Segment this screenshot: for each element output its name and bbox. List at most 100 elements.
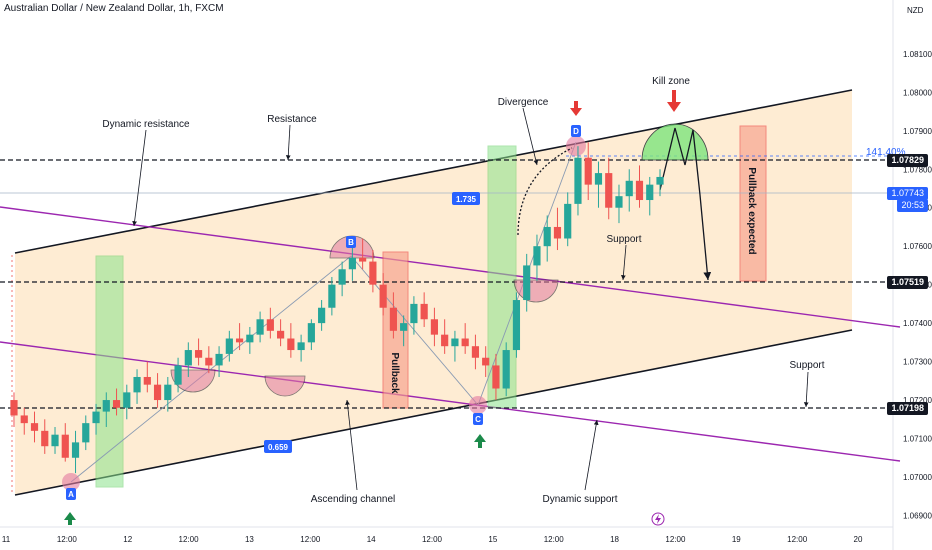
resistance-pointer bbox=[285, 124, 291, 161]
time-tick-label: 14 bbox=[367, 535, 376, 544]
arrow-down-d-icon bbox=[570, 101, 582, 116]
point-c-label: C bbox=[475, 415, 481, 424]
leg-ab-label: 0.659 bbox=[268, 443, 289, 452]
time-tick-label: 12:00 bbox=[787, 535, 808, 544]
price-tick-label: 1.08000 bbox=[903, 88, 932, 97]
divergence-label: Divergence bbox=[498, 97, 549, 108]
point-b-badge: B bbox=[346, 236, 356, 248]
candle-body bbox=[92, 411, 100, 424]
candle-body bbox=[153, 384, 162, 401]
time-tick-label: 20 bbox=[854, 535, 863, 544]
candle-body bbox=[410, 303, 418, 324]
price-tick-label: 1.06900 bbox=[903, 511, 932, 520]
point-a-badge: A bbox=[66, 488, 76, 500]
support-lower-price-tag: 1.07198 bbox=[887, 402, 928, 415]
candle-body bbox=[164, 384, 172, 401]
currency-label: NZD bbox=[907, 6, 924, 15]
channel-upper-line[interactable] bbox=[14, 89, 853, 254]
leg-bc-label: 1.735 bbox=[456, 195, 477, 204]
kill-zone-label: Kill zone bbox=[652, 76, 690, 87]
candle-body bbox=[420, 303, 428, 320]
candle-body bbox=[359, 257, 367, 262]
candle-body bbox=[389, 307, 397, 331]
candle-body bbox=[287, 338, 295, 351]
candle-body bbox=[348, 257, 356, 270]
time-tick-label: 12:00 bbox=[57, 535, 78, 544]
pullback-expected-label: Pullback expected bbox=[746, 167, 757, 254]
point-d-highlight bbox=[566, 136, 586, 156]
price-tick-label: 1.07100 bbox=[903, 435, 932, 444]
ascending-channel-label: Ascending channel bbox=[311, 494, 396, 505]
dynamic-support-line[interactable] bbox=[0, 341, 901, 462]
time-tick-label: 15 bbox=[488, 535, 497, 544]
candle-body bbox=[512, 300, 521, 351]
candle-body bbox=[441, 334, 449, 347]
candle-body bbox=[574, 157, 582, 204]
channel-lower-line[interactable] bbox=[14, 329, 853, 496]
candle-body bbox=[266, 319, 274, 331]
candle-body bbox=[123, 392, 131, 408]
arrow-up-a-icon bbox=[64, 512, 76, 525]
point-a-highlight bbox=[62, 473, 80, 491]
divergence-curve bbox=[517, 147, 573, 236]
candle-body bbox=[635, 180, 644, 201]
candle-body bbox=[533, 246, 541, 266]
dynamic-support-label: Dynamic support bbox=[542, 494, 617, 505]
resistance-label: Resistance bbox=[267, 114, 317, 125]
candle-body bbox=[61, 434, 69, 458]
price-tick-label: 1.07600 bbox=[903, 242, 932, 251]
candle-body bbox=[584, 157, 592, 185]
candle-body bbox=[30, 423, 39, 431]
candle-body bbox=[215, 353, 223, 366]
candle-body bbox=[256, 319, 264, 335]
time-tick-label: 12:00 bbox=[422, 535, 443, 544]
candlestick-series bbox=[10, 142, 664, 474]
time-tick-label: 12:00 bbox=[665, 535, 686, 544]
candle-body bbox=[194, 350, 203, 358]
lightning-event-icon[interactable] bbox=[651, 512, 665, 526]
support-right-label: Support bbox=[789, 360, 824, 371]
candle-body bbox=[112, 400, 121, 408]
candle-body bbox=[338, 269, 346, 285]
time-axis[interactable]: 11 12:00 12 12:00 13 12:00 14 12:00 15 12:00 18 12:… bbox=[2, 535, 863, 544]
dynamic-resistance-pointer bbox=[132, 129, 147, 227]
resistance-price-tag: 1.07829 bbox=[887, 154, 928, 167]
candle-body bbox=[246, 334, 254, 343]
support-mid-pointer bbox=[621, 244, 627, 281]
candle-body bbox=[20, 415, 28, 424]
price-tick-label: 1.07300 bbox=[903, 358, 932, 367]
leg-ab-label-box: 0.659 bbox=[264, 440, 292, 453]
symbol-title: Australian Dollar / New Zealand Dollar, … bbox=[4, 3, 224, 14]
ascending-channel-pointer bbox=[345, 399, 358, 491]
time-tick-label: 12:00 bbox=[179, 535, 200, 544]
ascending-channel-fill bbox=[15, 90, 852, 495]
support-upper-price-tag: 1.07519 bbox=[887, 276, 928, 289]
point-c-badge: C bbox=[473, 413, 483, 425]
candle-body bbox=[102, 400, 110, 412]
candle-body bbox=[277, 330, 285, 339]
candle-body bbox=[492, 365, 500, 389]
price-tick-label: 1.07900 bbox=[903, 127, 932, 136]
candle-body bbox=[430, 319, 439, 335]
pivot-arc-2 bbox=[264, 375, 306, 397]
candle-body bbox=[523, 265, 531, 301]
candle-body bbox=[615, 196, 623, 208]
candle-body bbox=[461, 338, 469, 347]
candle-body bbox=[594, 173, 603, 185]
candle-body bbox=[646, 184, 654, 201]
candle-body bbox=[328, 284, 336, 308]
time-tick-label: 13 bbox=[245, 535, 254, 544]
candle-body bbox=[307, 323, 315, 343]
candle-body bbox=[543, 226, 551, 247]
arrow-down-kill-zone-icon bbox=[667, 90, 681, 112]
candle-body bbox=[318, 307, 326, 324]
candle-body bbox=[235, 338, 244, 343]
point-b-label: B bbox=[348, 238, 354, 247]
dynamic-support-pointer bbox=[584, 419, 599, 491]
price-tick-label: 1.07000 bbox=[903, 473, 932, 482]
price-tick-label: 1.07200 bbox=[903, 396, 932, 405]
candle-body bbox=[297, 342, 305, 351]
dynamic-resistance-line[interactable] bbox=[0, 206, 901, 328]
